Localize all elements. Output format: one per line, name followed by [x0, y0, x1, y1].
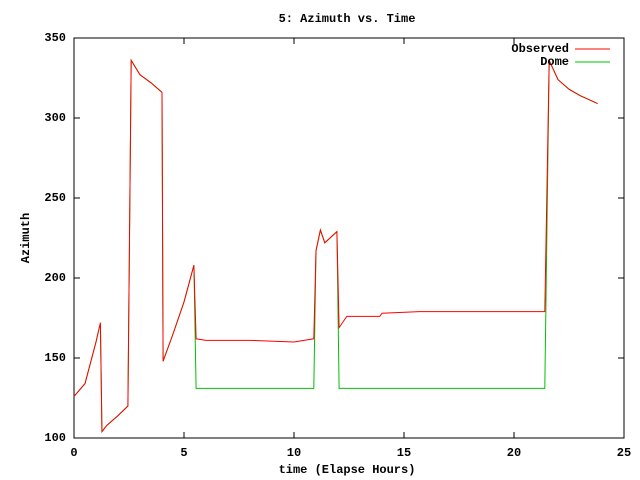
x-tick-label: 25	[617, 446, 631, 460]
x-axis-label: time (Elapse Hours)	[279, 463, 416, 477]
legend-label: Observed	[511, 42, 569, 56]
y-tick-label: 100	[44, 431, 66, 445]
x-tick-label: 0	[70, 446, 77, 460]
y-axis-label: Azimuth	[19, 213, 33, 263]
y-tick-label: 250	[44, 191, 66, 205]
line-series	[73, 58, 598, 434]
y-tick-label: 300	[44, 111, 66, 125]
x-tick-label: 5	[180, 446, 187, 460]
y-tick-label: 150	[44, 351, 66, 365]
x-tick-label: 10	[287, 446, 301, 460]
x-tick-label: 15	[397, 446, 411, 460]
x-tick-label: 20	[507, 446, 521, 460]
chart-title: 5: Azimuth vs. Time	[279, 12, 416, 26]
legend-label: Dome	[540, 55, 569, 69]
y-tick-label: 200	[44, 271, 66, 285]
y-tick-label: 350	[44, 31, 66, 45]
plot-border	[73, 37, 625, 439]
